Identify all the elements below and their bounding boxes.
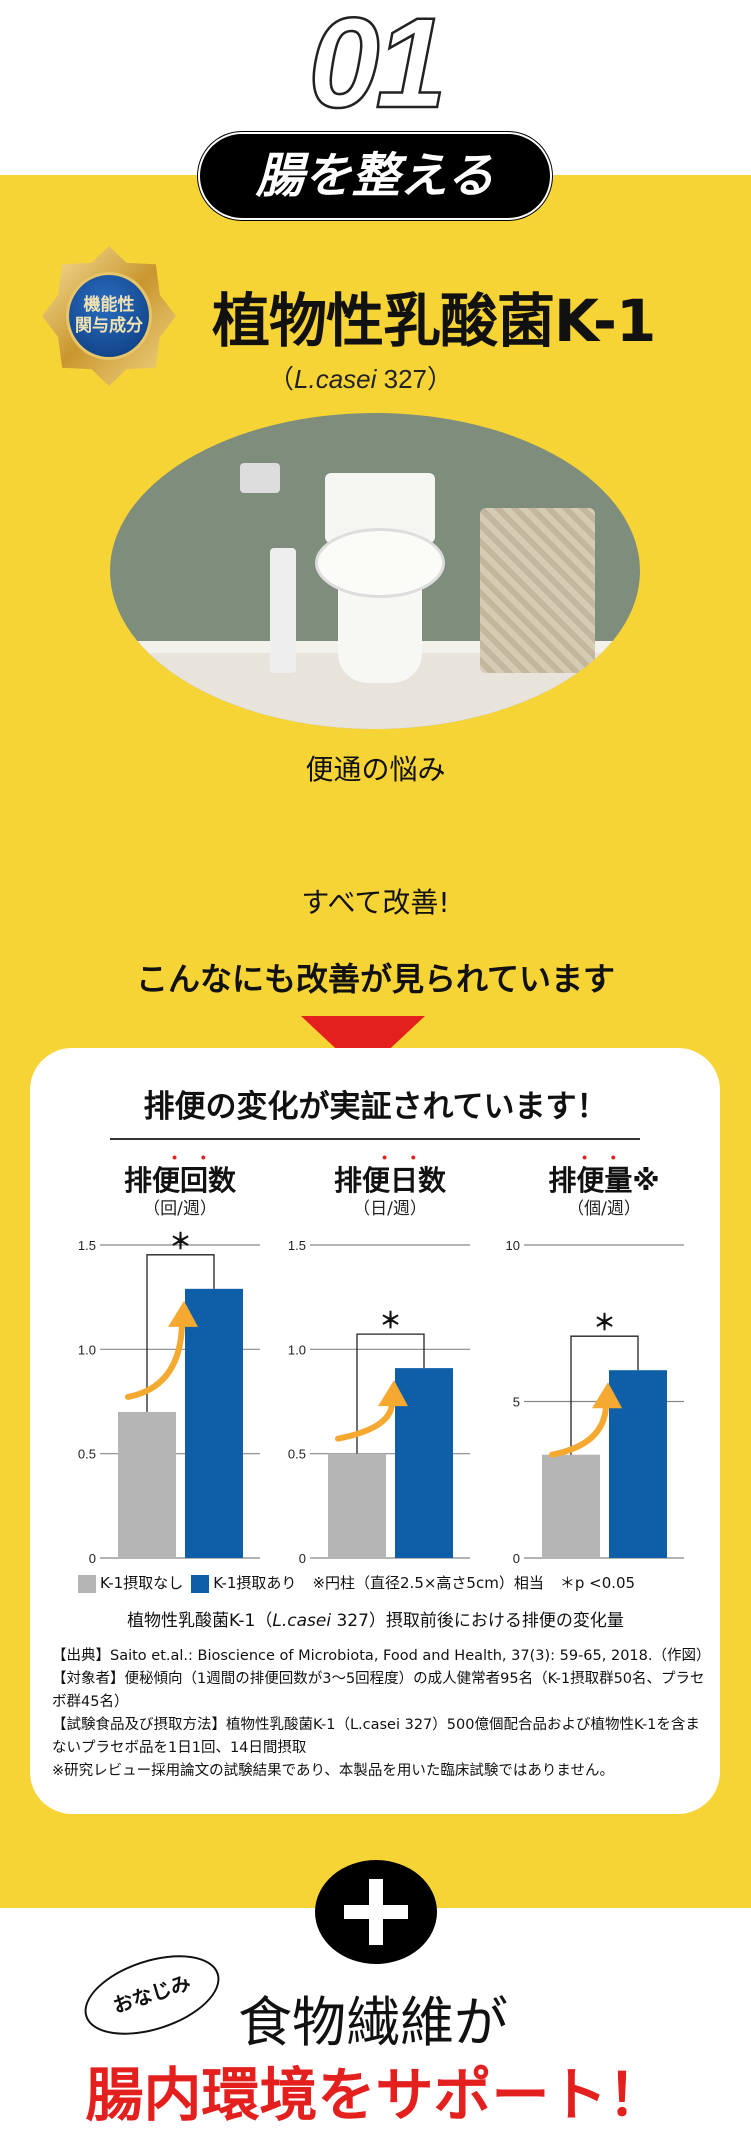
toilet-photo xyxy=(110,413,640,729)
product-title: 植物性乳酸菌K-1 xyxy=(212,287,656,355)
speech-bubble: おなじみ xyxy=(74,1940,230,2050)
arrow-head-icon xyxy=(378,1380,408,1407)
bar-without-k1 xyxy=(118,1411,176,1558)
support-heading: 腸内環境をサポート！ xyxy=(85,2061,666,2129)
bar-with-k1 xyxy=(609,1370,667,1558)
basket-image xyxy=(480,508,595,673)
significance-star: ＊ xyxy=(379,1309,401,1334)
chart-unit: （個/週） xyxy=(567,1199,641,1219)
footnote-subjects: 【対象者】便秘傾向（1週間の排便回数が3〜5回程度）の成人健常者95名（K-1摂… xyxy=(52,1671,705,1710)
emphasis-dots: • • xyxy=(582,1149,626,1165)
fiber-heading: 食物繊維が xyxy=(238,1991,508,2054)
y-tick-label: 1.0 xyxy=(78,1342,96,1357)
bar-without-k1 xyxy=(542,1454,600,1558)
y-tick-label: 0.5 xyxy=(78,1447,96,1462)
toilet-image xyxy=(315,528,445,598)
emphasis-dots: • • xyxy=(172,1149,216,1165)
legend-swatch-gray xyxy=(78,1574,96,1593)
badge-line2: 関与成分 xyxy=(75,316,143,336)
legend-significance: ＊p <0.05 xyxy=(559,1574,636,1592)
y-tick-label: 1.0 xyxy=(288,1342,306,1357)
increase-arrow-icon xyxy=(335,1401,395,1442)
footnote-source: 【出典】Saito et.al.: Bioscience of Microbio… xyxy=(52,1648,711,1664)
legend-note: ※円柱（直径2.5×高さ5cm）相当 xyxy=(312,1574,544,1592)
chart-title: 排便回数 xyxy=(123,1164,236,1197)
chart-title: 排便日数 xyxy=(333,1164,446,1197)
significance-star: ＊ xyxy=(169,1230,191,1255)
bar-with-k1 xyxy=(185,1288,243,1558)
y-tick-label: 0 xyxy=(513,1551,520,1566)
toilet-brush-image xyxy=(270,548,296,673)
significance-bracket xyxy=(356,1333,425,1454)
arrow-head-icon xyxy=(592,1382,622,1409)
improve-text: すべて改善! xyxy=(301,886,450,919)
y-tick-label: 1.5 xyxy=(288,1238,306,1253)
y-tick-label: 10 xyxy=(506,1238,520,1253)
footnote-method: 【試験食品及び摂取方法】植物性乳酸菌K-1（L.casei 327）500億個配… xyxy=(52,1717,700,1756)
legend-swatch-blue xyxy=(191,1574,210,1593)
bar-with-k1 xyxy=(395,1368,453,1558)
increase-arrow-icon xyxy=(549,1403,609,1458)
badge-line1: 機能性 xyxy=(83,295,135,315)
chart-heading: • • 排便量※ （個/週） xyxy=(514,1150,694,1220)
bar-chart: 0 0.5 1.0 1.5 ＊ xyxy=(78,1230,260,1566)
y-tick-label: 0 xyxy=(299,1551,306,1566)
title-underline xyxy=(110,1138,640,1140)
increase-arrow-icon xyxy=(125,1321,185,1400)
emphasis-dots: • • xyxy=(382,1149,426,1165)
photo-caption: 便通の悩み xyxy=(305,753,446,786)
chart-unit: （日/週） xyxy=(353,1199,427,1219)
legend-with: K-1摂取あり xyxy=(191,1572,296,1594)
significance-bracket xyxy=(570,1335,639,1455)
functional-ingredient-badge: 機能性 関与成分 xyxy=(42,246,176,386)
bar-without-k1 xyxy=(328,1453,386,1558)
arrow-head-icon xyxy=(168,1300,198,1327)
legend-none: K-1摂取なし xyxy=(78,1572,183,1594)
card-title: 排便の変化が実証されています！ xyxy=(143,1089,608,1125)
y-tick-label: 0 xyxy=(89,1551,96,1566)
y-tick-label: 5 xyxy=(513,1395,520,1410)
bar-chart: 0 5 10 ＊ xyxy=(506,1238,684,1566)
section-heading-pill: 腸を整える xyxy=(198,132,552,220)
chart-heading: • • 排便回数 （回/週） xyxy=(90,1150,270,1220)
toilet-paper-image xyxy=(240,463,280,493)
bar-chart: 0 0.5 1.0 1.5 ＊ xyxy=(288,1238,470,1566)
chart-heading: • • 排便日数 （日/週） xyxy=(300,1150,480,1220)
chart-unit: （回/週） xyxy=(143,1199,217,1219)
improve-subtext: こんなにも改善が見られています xyxy=(135,960,616,998)
section-number: 01 xyxy=(307,0,448,135)
product-subtitle: （L.casei 327） xyxy=(268,364,454,394)
significance-bracket xyxy=(146,1254,215,1412)
chart-caption: 植物性乳酸菌K-1（L.casei 327）摂取前後における排便の変化量 xyxy=(127,1611,624,1631)
plus-icon xyxy=(315,1860,437,1964)
significance-star: ＊ xyxy=(593,1311,615,1336)
chart-legend: K-1摂取なし K-1摂取あり ※円柱（直径2.5×高さ5cm）相当 ＊p <0… xyxy=(78,1572,635,1594)
footnotes: 【出典】Saito et.al.: Bioscience of Microbio… xyxy=(52,1645,712,1783)
y-tick-label: 0.5 xyxy=(288,1447,306,1462)
y-tick-label: 1.5 xyxy=(78,1238,96,1253)
footnote-disclaimer: ※研究レビュー採用論文の試験結果であり、本製品を用いた臨床試験ではありません。 xyxy=(52,1763,614,1779)
chart-title: 排便量※ xyxy=(548,1164,660,1197)
